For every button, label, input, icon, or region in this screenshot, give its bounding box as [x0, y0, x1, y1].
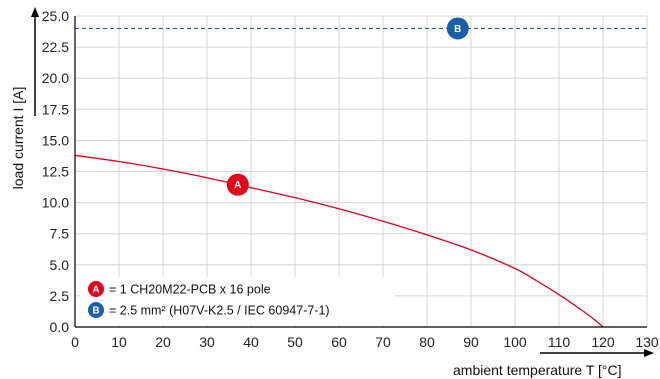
x-tick-label: 110 [548, 334, 571, 350]
legend-badge-a [88, 281, 104, 297]
x-tick-label: 70 [375, 334, 391, 350]
series-badge-label: B [454, 24, 461, 35]
legend-entry-text: = 2.5 mm² (H07V-K2.5 / IEC 60947-7-1) [109, 304, 330, 318]
y-tick-label: 0.0 [50, 319, 70, 335]
x-tick-label: 120 [591, 334, 615, 350]
x-tick-label: 40 [243, 334, 259, 350]
legend-background [80, 277, 394, 325]
y-tick-label: 17.5 [42, 101, 69, 117]
y-tick-label: 15.0 [42, 132, 69, 148]
x-tick-label: 100 [503, 334, 527, 350]
series-layer: AB [74, 17, 647, 328]
series-badge-a [226, 173, 249, 196]
y-axis-arrowhead [31, 7, 39, 17]
grid-lines [74, 15, 648, 328]
legend-badge-label: A [92, 285, 99, 296]
x-tick-label: 60 [331, 334, 347, 350]
x-tick-label: 130 [635, 334, 659, 350]
y-tick-label: 10.0 [42, 195, 69, 211]
legend-badge-b [88, 302, 104, 318]
y-tick-label: 7.5 [50, 226, 70, 242]
y-tick-label: 2.5 [50, 288, 70, 304]
x-tick-label: 80 [419, 334, 435, 350]
x-axis-title: ambient temperature T [°C] [453, 362, 622, 378]
x-tick-label: 0 [71, 334, 79, 350]
legend: A = 1 CH20M22-PCB x 16 pole B = 2.5 mm² (H0… [80, 277, 394, 325]
x-axis-arrowhead [644, 349, 654, 357]
y-tick-labels: 0.0 2.5 5.0 7.5 10.0 12.5 15.0 17.5 20.0 22.5 25.0 [42, 8, 69, 335]
x-tick-labels: 0 10 20 30 40 50 60 70 80 90 100 110 120 130 [71, 334, 659, 350]
x-tick-label: 20 [155, 334, 171, 350]
y-axis-title: load current I [A] [10, 87, 26, 190]
y-tick-label: 5.0 [50, 257, 70, 273]
series-line-a [74, 154, 604, 328]
y-tick-label: 12.5 [42, 164, 69, 180]
legend-badge-label: B [92, 306, 99, 317]
series-badge-label: A [234, 180, 241, 191]
y-tick-label: 25.0 [42, 8, 69, 24]
series-badge-b [446, 17, 469, 40]
y-tick-label: 20.0 [42, 70, 69, 86]
axes [31, 7, 654, 357]
legend-entry-text: = 1 CH20M22-PCB x 16 pole [109, 283, 271, 297]
x-tick-label: 90 [463, 334, 479, 350]
y-tick-label: 22.5 [42, 39, 69, 55]
x-tick-label: 10 [111, 334, 127, 350]
x-tick-label: 50 [287, 334, 303, 350]
x-tick-label: 30 [199, 334, 215, 350]
